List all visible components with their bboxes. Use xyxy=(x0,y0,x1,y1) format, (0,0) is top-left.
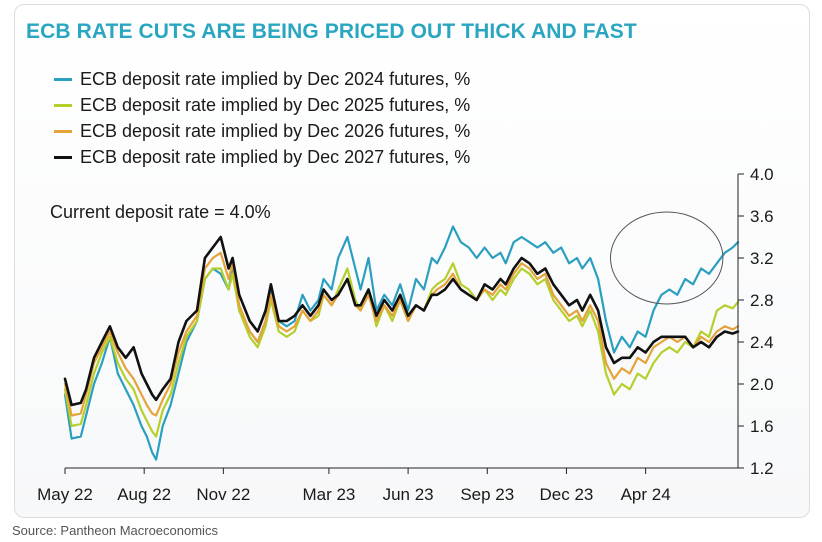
y-tick-label: 2.8 xyxy=(750,291,774,310)
y-tick-label: 3.2 xyxy=(750,249,774,268)
legend-swatch-dec-2026 xyxy=(54,129,72,133)
current-rate-note: Current deposit rate = 4.0% xyxy=(50,202,271,222)
series-line-1 xyxy=(63,225,740,461)
legend-item-dec-2024: ECB deposit rate implied by Dec 2024 fut… xyxy=(54,66,470,92)
series-layer xyxy=(63,225,740,461)
y-tick-label: 4.0 xyxy=(750,165,774,184)
y-tick-label: 1.6 xyxy=(750,417,774,436)
chart-card xyxy=(14,4,810,518)
legend-swatch-dec-2025 xyxy=(54,103,72,107)
y-tick-label: 2.4 xyxy=(750,333,774,352)
y-tick-label: 3.6 xyxy=(750,207,774,226)
highlight-circle xyxy=(610,211,724,305)
x-tick-label: May 22 xyxy=(37,485,93,504)
legend-item-dec-2027: ECB deposit rate implied by Dec 2027 fut… xyxy=(54,144,470,170)
legend-label-dec-2027: ECB deposit rate implied by Dec 2027 fut… xyxy=(80,146,471,167)
series-line-4 xyxy=(63,235,740,407)
source-note: Source: Pantheon Macroeconomics xyxy=(12,523,218,538)
y-tick-label: 2.0 xyxy=(750,375,774,394)
legend-item-dec-2025: ECB deposit rate implied by Dec 2025 fut… xyxy=(54,92,470,118)
legend-swatch-dec-2024 xyxy=(54,77,72,81)
x-tick-label: Jun 23 xyxy=(383,485,434,504)
series-line-2 xyxy=(63,262,740,438)
legend-label-dec-2026: ECB deposit rate implied by Dec 2026 fut… xyxy=(80,120,471,141)
legend-label-dec-2025: ECB deposit rate implied by Dec 2025 fut… xyxy=(80,94,471,115)
x-tick-label: Sep 23 xyxy=(460,485,514,504)
chart-title: ECB RATE CUTS ARE BEING PRICED OUT THICK… xyxy=(26,20,637,43)
x-tick-label: Mar 23 xyxy=(302,485,355,504)
x-tick-label: Apr 24 xyxy=(621,485,671,504)
x-tick-label: Nov 22 xyxy=(196,485,250,504)
x-tick-label: Aug 22 xyxy=(117,485,171,504)
chart-legend: ECB deposit rate implied by Dec 2024 fut… xyxy=(54,66,470,170)
y-tick-label: 1.2 xyxy=(750,459,774,478)
x-tick-label: Dec 23 xyxy=(540,485,594,504)
legend-swatch-dec-2027 xyxy=(54,155,72,159)
legend-item-dec-2026: ECB deposit rate implied by Dec 2026 fut… xyxy=(54,118,470,144)
legend-label-dec-2024: ECB deposit rate implied by Dec 2024 fut… xyxy=(80,68,471,89)
series-line-3 xyxy=(63,251,740,417)
axis-layer: May 22 Aug 22 Nov 22 Mar 23 Jun 23 Sep 23 Dec … xyxy=(37,165,774,504)
